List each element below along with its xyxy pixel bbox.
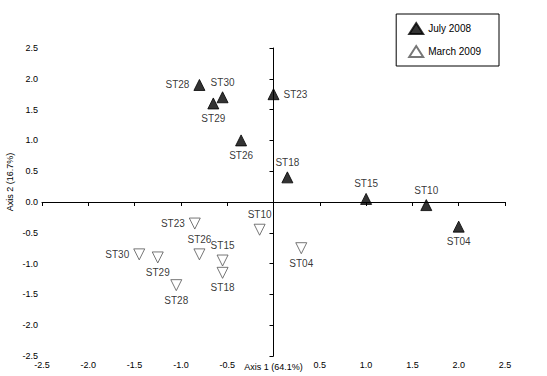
svg-text:ST30: ST30 (105, 249, 129, 260)
svg-text:ST23: ST23 (161, 218, 185, 229)
svg-text:2.5: 2.5 (25, 43, 38, 53)
svg-text:-1.5: -1.5 (127, 360, 143, 370)
svg-text:1.5: 1.5 (25, 105, 38, 115)
svg-text:0.5: 0.5 (314, 360, 327, 370)
svg-text:-1.5: -1.5 (22, 289, 38, 299)
svg-text:2.5: 2.5 (499, 360, 512, 370)
svg-text:1.5: 1.5 (406, 360, 419, 370)
svg-text:ST28: ST28 (164, 295, 188, 306)
svg-text:-1.0: -1.0 (22, 259, 38, 269)
svg-text:ST18: ST18 (211, 282, 235, 293)
svg-text:ST26: ST26 (187, 234, 211, 245)
svg-text:ST29: ST29 (201, 113, 225, 124)
svg-text:Axis 2 (16.7%): Axis 2 (16.7%) (5, 153, 15, 212)
svg-text:2.0: 2.0 (452, 360, 465, 370)
svg-text:ST10: ST10 (248, 209, 272, 220)
svg-text:-0.5: -0.5 (22, 228, 38, 238)
svg-text:-0.5: -0.5 (219, 360, 235, 370)
svg-text:July 2008: July 2008 (428, 23, 471, 34)
svg-text:ST18: ST18 (275, 157, 299, 168)
svg-text:-2.0: -2.0 (81, 360, 97, 370)
svg-text:ST26: ST26 (229, 150, 253, 161)
svg-text:ST04: ST04 (447, 236, 471, 247)
svg-text:-2.0: -2.0 (22, 320, 38, 330)
svg-text:2.0: 2.0 (25, 74, 38, 84)
svg-text:Axis 1 (64.1%): Axis 1 (64.1%) (244, 362, 303, 372)
svg-text:ST23: ST23 (284, 89, 308, 100)
svg-text:ST10: ST10 (414, 185, 438, 196)
svg-text:ST04: ST04 (289, 258, 313, 269)
svg-text:ST15: ST15 (211, 240, 235, 251)
svg-text:0.0: 0.0 (25, 197, 38, 207)
svg-text:-2.5: -2.5 (34, 360, 50, 370)
svg-text:ST29: ST29 (146, 267, 170, 278)
svg-text:ST15: ST15 (354, 178, 378, 189)
svg-text:March 2009: March 2009 (428, 46, 481, 57)
svg-text:1.0: 1.0 (25, 135, 38, 145)
svg-text:-2.5: -2.5 (22, 351, 38, 361)
svg-text:0.5: 0.5 (25, 166, 38, 176)
svg-text:-1.0: -1.0 (173, 360, 189, 370)
svg-text:ST30: ST30 (211, 77, 235, 88)
svg-text:ST28: ST28 (166, 79, 190, 90)
svg-text:1.0: 1.0 (360, 360, 373, 370)
